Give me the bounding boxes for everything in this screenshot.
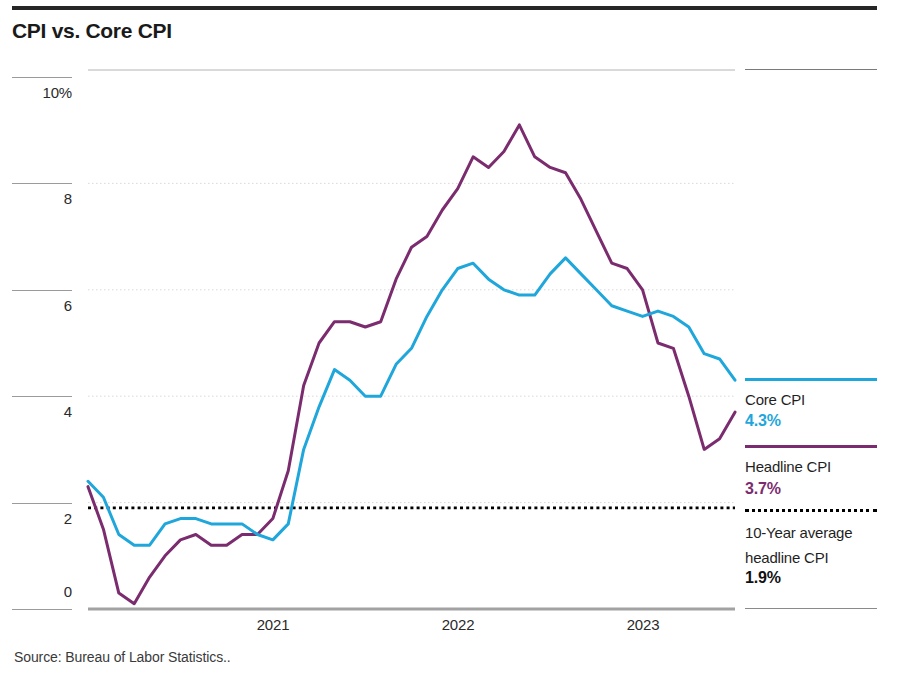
core-cpi-swatch-line <box>745 378 877 381</box>
x-tick-label-2022: 2022 <box>423 616 493 633</box>
x-tick-label-2023: 2023 <box>608 616 678 633</box>
chart-legend: Core CPI 4.3% Headline CPI 3.7% 10-Year … <box>745 0 877 686</box>
headline-cpi-legend-value: 3.7% <box>745 480 877 498</box>
average-legend-value: 1.9% <box>745 569 877 587</box>
y-tick-4 <box>12 396 72 397</box>
headline-cpi-swatch-line <box>745 445 877 448</box>
x-tick-label-2021: 2021 <box>238 616 308 633</box>
core-cpi-legend-label: Core CPI <box>745 387 877 412</box>
average-line-swatch <box>745 509 877 512</box>
y-tick-6 <box>12 290 72 291</box>
cpi-chart-page: CPI vs. Core CPI 10%86420 202120222023 C… <box>0 0 907 686</box>
average-legend-label: 10-Year average headline CPI <box>745 520 877 570</box>
y-tick-0 <box>12 609 72 610</box>
y-tick-label-2: 2 <box>12 510 72 527</box>
y-tick-label-0: 0 <box>12 583 72 600</box>
headline-cpi-legend-label: Headline CPI <box>745 454 877 479</box>
source-note: Source: Bureau of Labor Statistics.. <box>14 649 231 665</box>
y-tick-label-8: 8 <box>12 190 72 207</box>
y-tick-label-4: 4 <box>12 403 72 420</box>
y-tick-label-10: 10% <box>12 84 72 101</box>
legend-bottom-rule <box>745 608 877 609</box>
y-tick-2 <box>12 503 72 504</box>
y-tick-label-6: 6 <box>12 297 72 314</box>
core-cpi-legend-value: 4.3% <box>745 412 877 430</box>
y-tick-8 <box>12 183 72 184</box>
headline-cpi-line <box>88 125 735 604</box>
y-tick-10 <box>12 77 72 78</box>
core-cpi-line <box>88 258 735 545</box>
legend-top-rule <box>745 69 877 70</box>
